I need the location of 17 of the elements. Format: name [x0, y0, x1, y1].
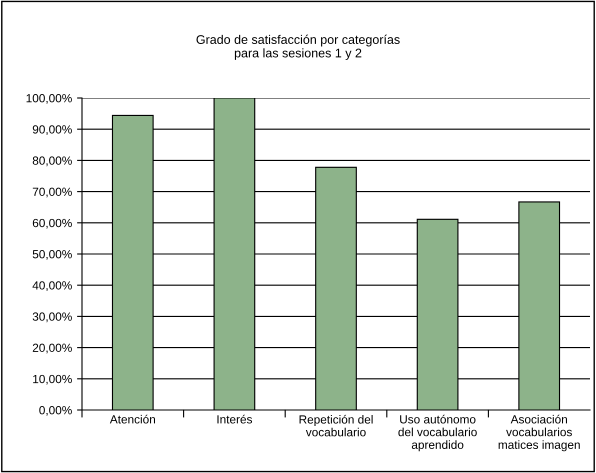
y-tick-label: 80,00% [32, 156, 72, 166]
y-tick-label: 50,00% [32, 250, 72, 260]
x-tick-label: Interés [217, 414, 252, 424]
y-tick-label: 30,00% [32, 312, 72, 322]
y-tick-label: 70,00% [32, 188, 72, 198]
y-tick-label: 40,00% [32, 281, 72, 291]
y-tick-label: 10,00% [33, 374, 72, 385]
y-tick-label: 60,00% [32, 218, 72, 229]
y-tick-label: 90,00% [32, 125, 72, 135]
y-tick-label: 0,00% [39, 406, 72, 416]
x-tick-label: Asociación vocabularios matices imagen [498, 414, 580, 452]
x-tick-label: Atención [110, 414, 156, 424]
y-tick-label: 20,00% [32, 344, 72, 354]
x-tick-label: Uso autónomo del vocabulario aprendido [398, 414, 477, 452]
x-tick-label: Repetición del vocabulario [300, 414, 373, 436]
y-tick-label: 100,00% [26, 94, 72, 104]
chart-title: Grado de satisfacción por categorías para las sesiones 1 y 2 [196, 34, 400, 60]
